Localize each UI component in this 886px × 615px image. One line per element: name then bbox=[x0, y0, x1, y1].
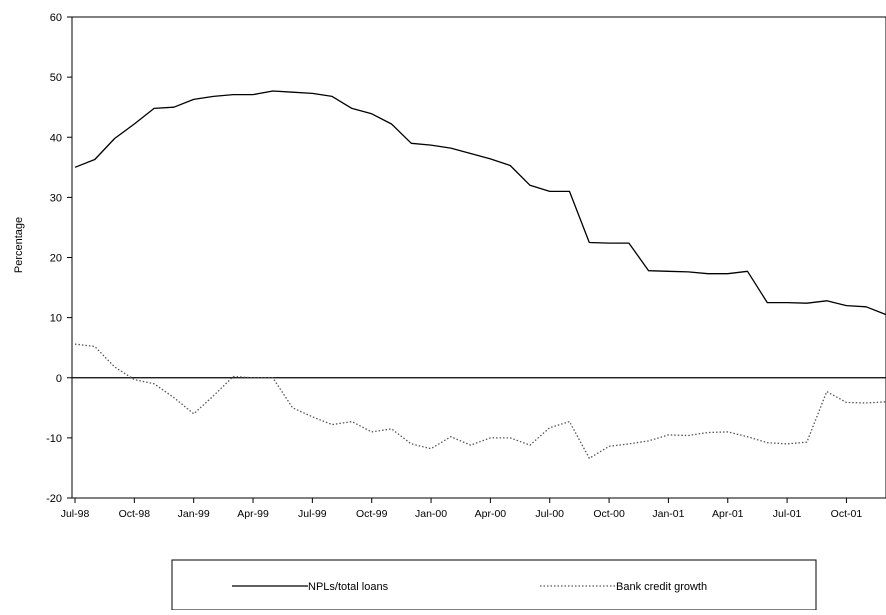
legend-label-npls: NPLs/total loans bbox=[308, 581, 389, 593]
y-tick-label: 20 bbox=[50, 253, 62, 265]
y-tick-label: 10 bbox=[50, 313, 62, 325]
x-tick-label: Oct-01 bbox=[831, 508, 863, 520]
y-tick-label: 60 bbox=[50, 12, 62, 24]
y-tick-label: 50 bbox=[50, 72, 62, 84]
legend: NPLs/total loans Bank credit growth bbox=[171, 559, 817, 611]
legend-box bbox=[171, 559, 817, 611]
x-tick-label: Jul-99 bbox=[298, 508, 327, 520]
x-tick-label: Apr-99 bbox=[237, 508, 269, 520]
y-tick-label: 0 bbox=[56, 373, 62, 385]
x-tick-label: Apr-00 bbox=[475, 508, 507, 520]
x-tick-label: Jan-99 bbox=[178, 508, 210, 520]
x-tick-label: Oct-00 bbox=[593, 508, 625, 520]
x-tick-label: Jul-00 bbox=[535, 508, 564, 520]
series-line-npls bbox=[74, 90, 886, 316]
x-tick-label: Jul-01 bbox=[773, 508, 802, 520]
y-tick-label: -10 bbox=[46, 433, 62, 445]
legend-label-bank-credit: Bank credit growth bbox=[616, 581, 707, 593]
x-tick-label: Oct-98 bbox=[119, 508, 151, 520]
y-axis-ticks: -20 -10 0 10 20 30 40 50 60 bbox=[46, 12, 72, 505]
y-tick-label: 30 bbox=[50, 192, 62, 204]
y-tick-label: 40 bbox=[50, 132, 62, 144]
series-layer bbox=[74, 90, 886, 459]
x-tick-label: Jan-01 bbox=[652, 508, 684, 520]
plot-area-frame bbox=[71, 16, 886, 499]
axes bbox=[71, 16, 886, 499]
x-tick-label: Jan-00 bbox=[415, 508, 447, 520]
x-tick-label: Jul-98 bbox=[61, 508, 90, 520]
x-axis-ticks: Jul-98 Oct-98 Jan-99 Apr-99 Jul-99 Oct-99 Jan-… bbox=[61, 498, 863, 520]
y-tick-label: -20 bbox=[46, 493, 62, 505]
x-tick-label: Apr-01 bbox=[712, 508, 744, 520]
series-line-bank-credit bbox=[74, 343, 886, 459]
x-tick-label: Oct-99 bbox=[356, 508, 388, 520]
y-axis-label: Percentage bbox=[13, 217, 25, 273]
